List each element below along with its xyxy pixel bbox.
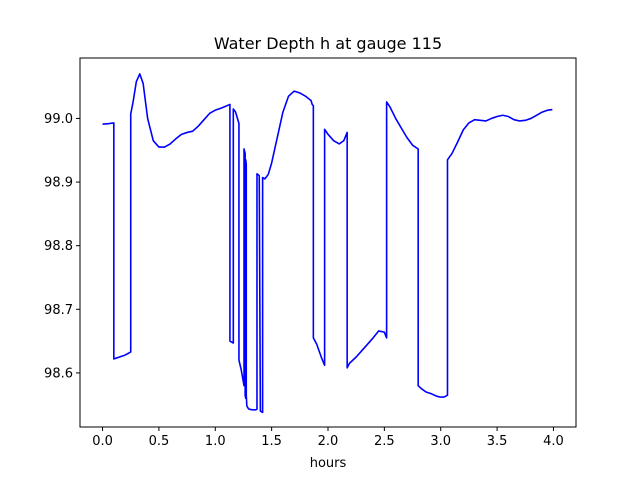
series-line [102, 73, 553, 414]
x-tick-label: 2.5 [374, 434, 395, 449]
x-tick-label: 3.0 [430, 434, 451, 449]
y-tick-label: 99.0 [44, 112, 73, 127]
x-tick-label: 1.5 [261, 434, 282, 449]
x-tick-label: 0.0 [92, 434, 113, 449]
x-axis-label: hours [310, 456, 347, 471]
x-tick-label: 0.5 [149, 434, 170, 449]
y-tick-label: 98.6 [44, 366, 73, 381]
y-tick-label: 98.8 [44, 239, 73, 254]
y-tick-label: 98.9 [44, 176, 73, 191]
x-tick-label: 3.5 [487, 434, 508, 449]
plot-area: 0.0 0.5 1.0 1.5 2.0 2.5 3.0 3.5 4.0 98.6 98.7 98.8 9… [44, 57, 577, 449]
chart-title: Water Depth h at gauge 115 [214, 34, 442, 53]
x-tick-label: 1.0 [205, 434, 226, 449]
y-tick-label: 98.7 [44, 303, 73, 318]
x-tick-label: 2.0 [318, 434, 339, 449]
x-tick-label: 4.0 [543, 434, 564, 449]
